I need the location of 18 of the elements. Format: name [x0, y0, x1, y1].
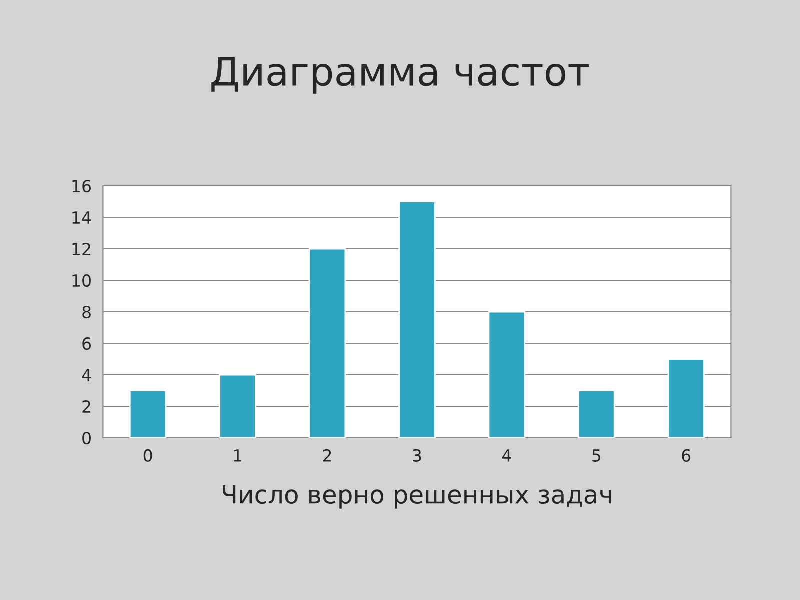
- x-tick-label: 2: [323, 449, 332, 462]
- x-tick-label: 4: [502, 450, 512, 462]
- y-tick-label: 8: [82, 306, 91, 319]
- x-tick-label: 5: [592, 450, 600, 462]
- x-tick-label: 1: [234, 450, 242, 462]
- y-tick-label: 6: [82, 337, 92, 350]
- y-tick-label: 0: [82, 432, 91, 445]
- y-tick-label: 16: [72, 180, 92, 193]
- x-tick-label: 3: [413, 449, 422, 462]
- x-axis-title: Число верно решенных задач: [223, 485, 612, 509]
- x-tick-label: 0: [144, 449, 152, 462]
- y-tick-label: 12: [72, 242, 90, 256]
- x-tick-label: 6: [682, 449, 691, 462]
- chart-title: Диаграмма частот: [212, 57, 590, 94]
- y-tick-label: 14: [72, 212, 92, 224]
- y-tick-label: 4: [82, 369, 92, 382]
- y-tick-label: 2: [82, 400, 90, 413]
- y-tick-label: 10: [72, 274, 91, 288]
